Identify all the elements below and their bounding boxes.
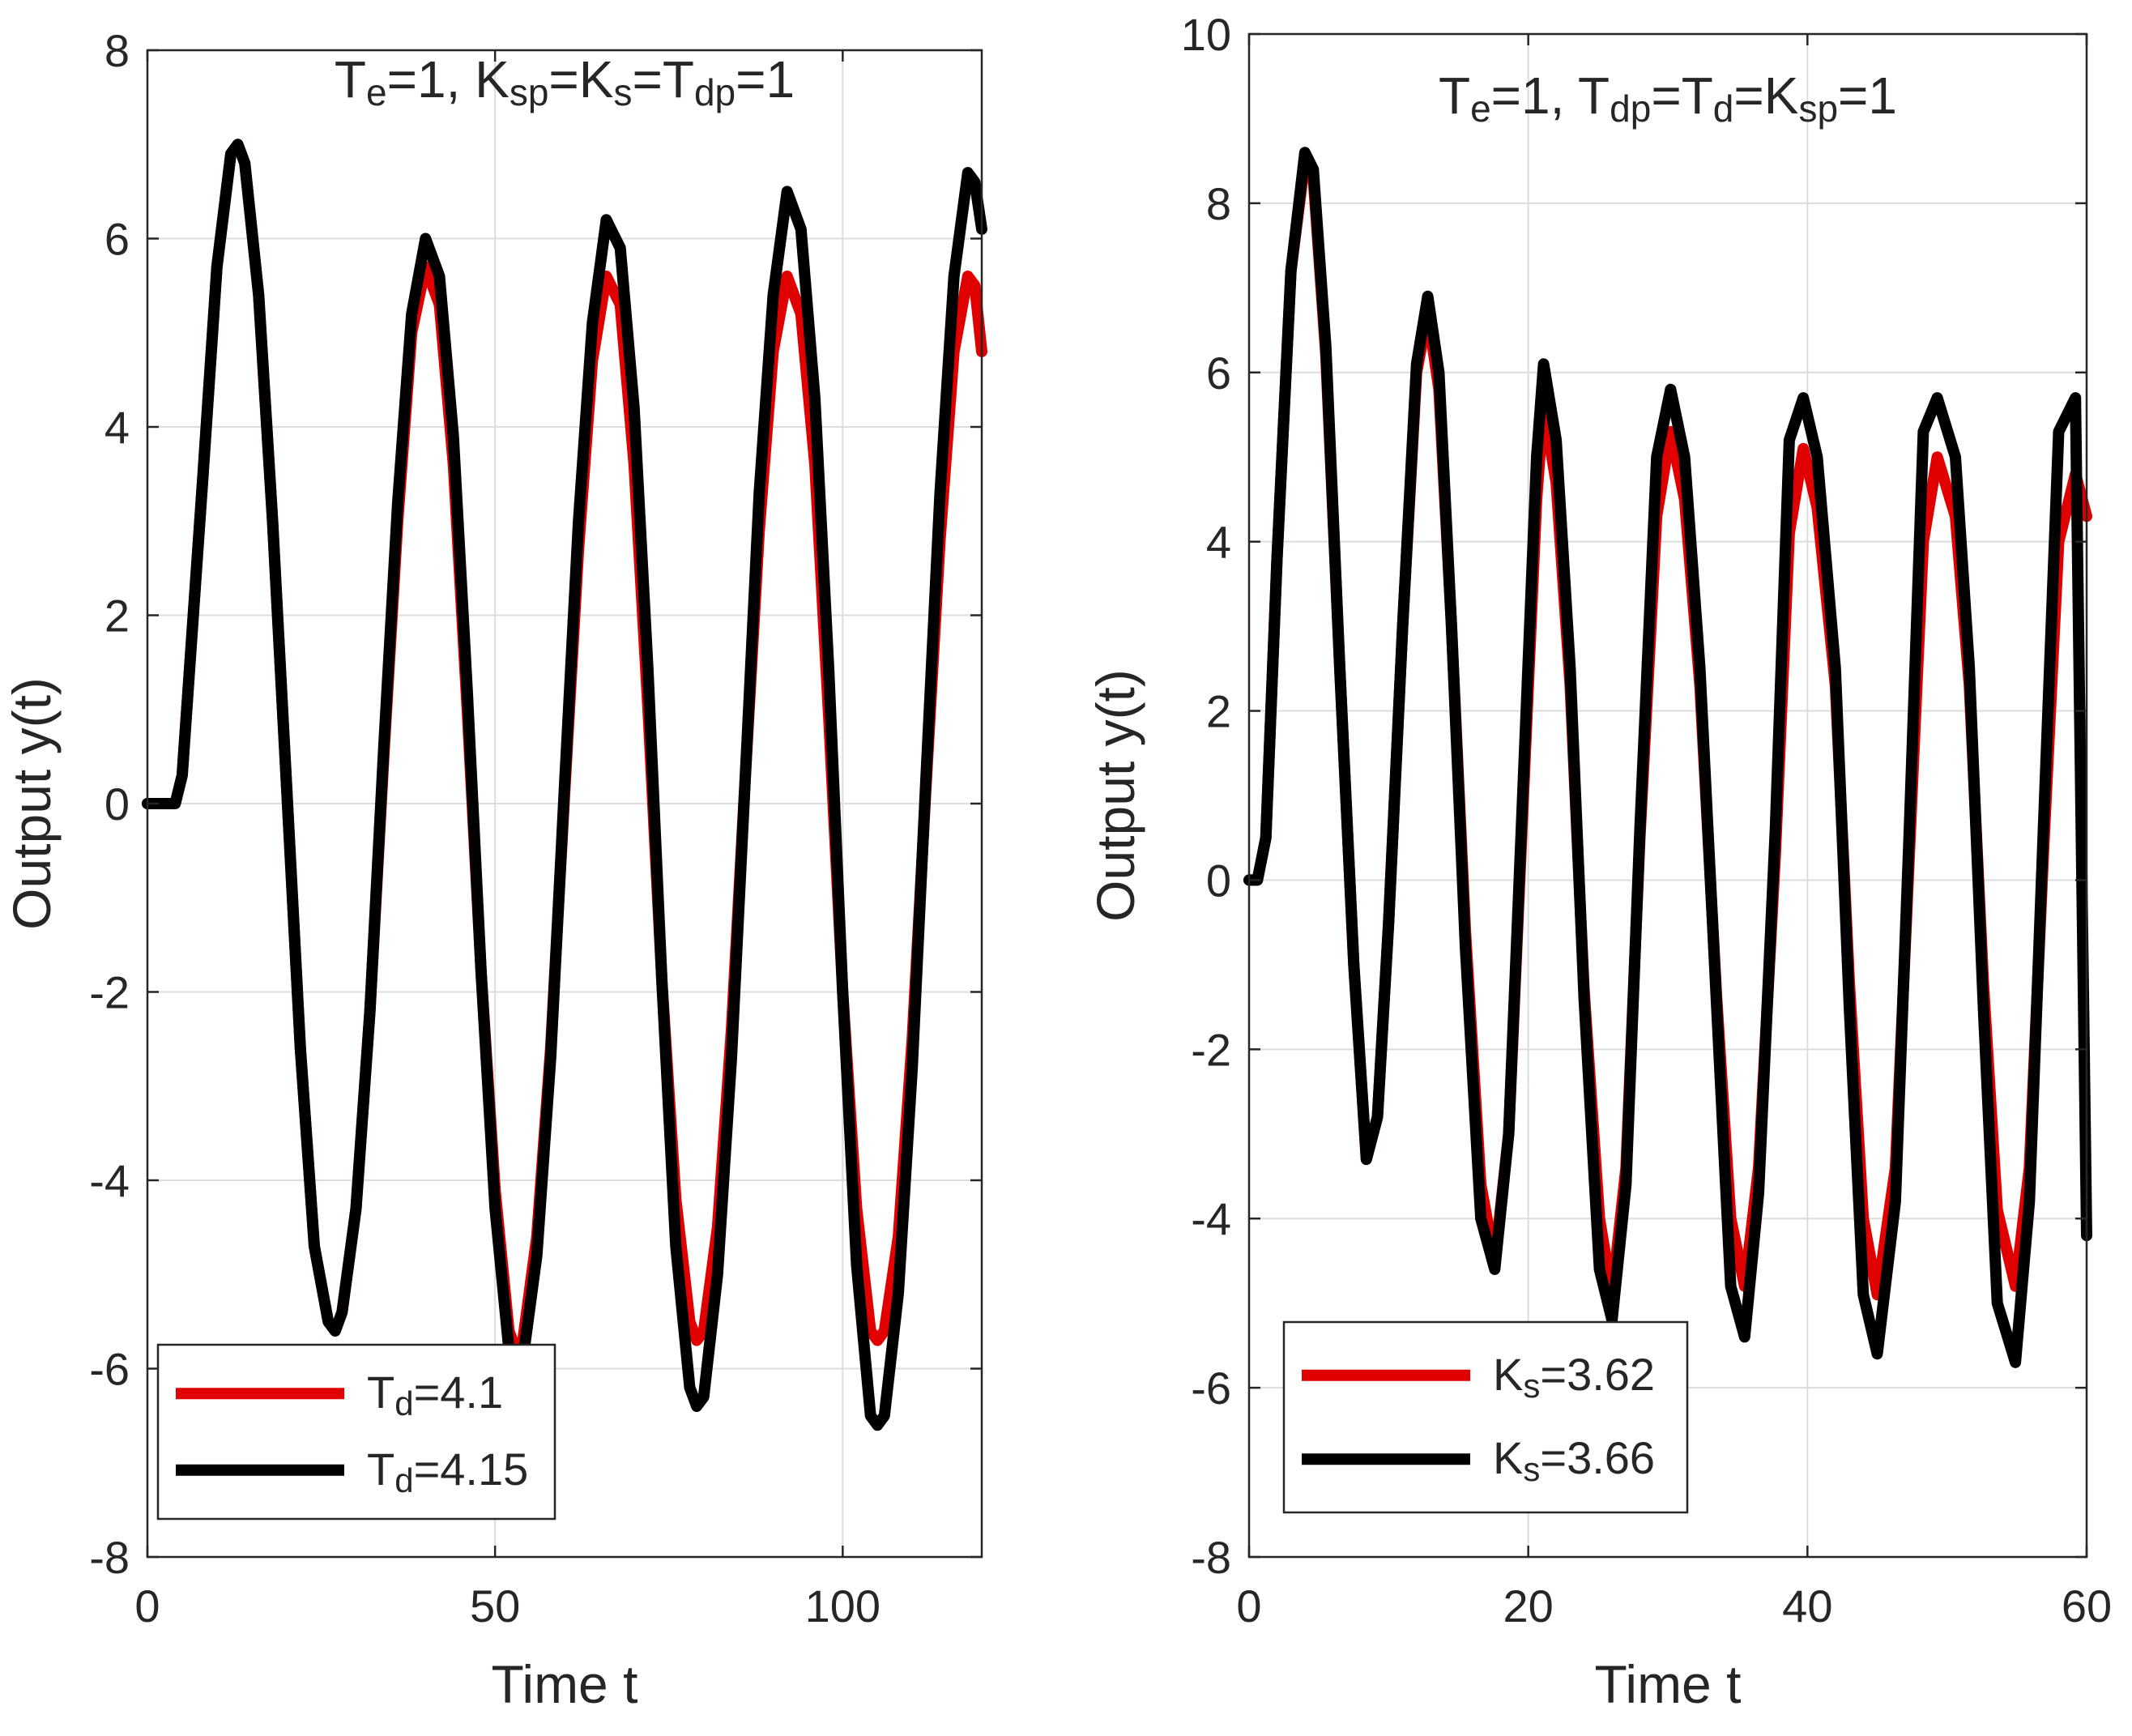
annotation-part: =1, T [1491,66,1610,125]
annotation-part: =1, K [387,50,510,109]
annotation-subscript: s [613,71,632,113]
x-tick-label: 100 [805,1580,881,1631]
annotation-subscript: e [1470,87,1491,130]
right-chart-panel: 0 20 40 60 -8 -6 -4 -2 0 2 4 6 8 10 Time t Output y(t) T… [1085,9,2112,1714]
legend-label-main: T [367,1444,394,1495]
y-tick-label: 6 [104,214,130,265]
y-tick-label: 8 [104,25,130,76]
x-tick-label: 20 [1503,1580,1554,1631]
x-tick-label: 0 [134,1580,160,1631]
y-tick-label: 10 [1181,9,1231,60]
y-tick-label: -8 [89,1532,130,1583]
y-tick-label: -8 [1191,1532,1231,1583]
legend-box [1282,1320,1689,1514]
chart-annotation: Te=1, Ksp=Ks=Tdp=1 [335,50,795,113]
y-tick-label: -6 [1191,1363,1231,1414]
legend-label-main: T [367,1367,394,1418]
series-line-1 [142,139,987,1431]
x-tick-label: 0 [1236,1580,1261,1631]
legend-label-main: K [1493,1349,1523,1400]
legend-label-1: Ks=3.66 [1493,1432,1655,1488]
annotation-part: =K [1733,66,1798,125]
y-tick-label: -4 [1191,1193,1231,1244]
y-tick-label: 4 [104,402,130,453]
annotation-part: T [1439,66,1470,125]
y-tick-label: -2 [89,967,130,1018]
x-tick-label: 50 [470,1580,520,1631]
legend-label-1: Td=4.15 [367,1444,528,1499]
legend-label-rest: =3.62 [1540,1349,1655,1400]
y-tick-label: 0 [1206,855,1231,906]
annotation-part: =T [632,50,693,109]
y-tick-label: 4 [1206,517,1231,568]
annotation-subscript: sp [1798,87,1838,130]
annotation-subscript: d [1713,87,1734,130]
chart-annotation: Te=1, Tdp=Td=Ksp=1 [1439,66,1897,130]
annotation-subscript: dp [1610,87,1651,130]
legend-label-rest: =3.66 [1540,1432,1655,1483]
legend-label-rest: =4.15 [414,1444,529,1495]
annotation-part: T [335,50,366,109]
legend-label-main: K [1493,1432,1523,1483]
x-axis-label: Time t [492,1654,638,1714]
legend-label-subscript: d [394,1461,413,1499]
annotation-subscript: e [366,71,387,113]
annotation-part: =1 [736,50,795,109]
legend-label-rest: =4.1 [414,1367,504,1418]
y-tick-label: -4 [89,1155,130,1206]
series-line-1 [1243,147,2092,1368]
y-axis-label: Output y(t) [1085,669,1145,922]
y-tick-label: 0 [104,778,130,830]
annotation-part: =1 [1838,66,1897,125]
legend-label-0: Ks=3.62 [1493,1349,1655,1405]
y-tick-label: 2 [1206,686,1231,737]
y-tick-label: 2 [104,591,130,642]
annotation-part: =T [1651,66,1712,125]
y-tick-label: -6 [89,1344,130,1395]
legend-label-0: Td=4.1 [367,1367,503,1422]
x-tick-label: 40 [1782,1580,1832,1631]
y-axis-label: Output y(t) [2,677,62,930]
annotation-subscript: dp [694,71,736,113]
y-tick-label: 6 [1206,348,1231,399]
annotation-part: =K [548,50,613,109]
legend-box [156,1343,556,1521]
axes-box [1247,32,2088,1559]
x-tick-label: 60 [2062,1580,2112,1631]
legend-label-subscript: d [394,1384,413,1422]
plot-area [1249,34,2087,1557]
y-tick-label: -2 [1191,1024,1231,1075]
legend-label-subscript: s [1523,1367,1540,1405]
y-tick-label: 8 [1206,178,1231,229]
annotation-subscript: sp [510,71,549,113]
legend-label-subscript: s [1523,1450,1540,1488]
x-axis-label: Time t [1595,1654,1742,1714]
